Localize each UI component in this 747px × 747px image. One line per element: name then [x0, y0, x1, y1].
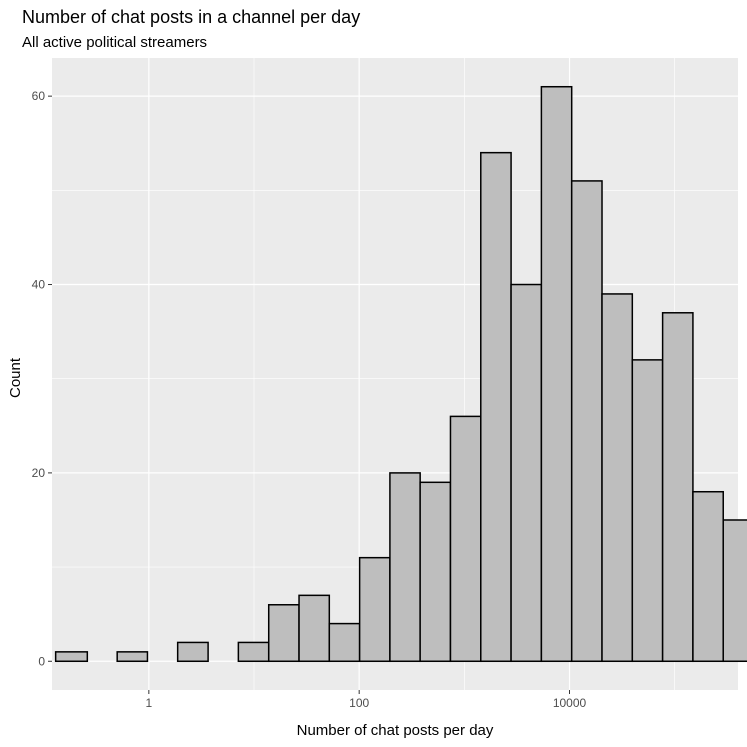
- histogram-bar: [237, 641, 270, 663]
- histogram-bar: [54, 651, 89, 663]
- histogram-bar: [328, 622, 361, 663]
- histogram-bar: [176, 641, 209, 663]
- histogram-bar: [692, 490, 724, 663]
- histogram-bar: [116, 651, 149, 663]
- x-tick-label: 10000: [553, 696, 587, 710]
- chart-subtitle: All active political streamers: [22, 34, 207, 51]
- x-tick-label: 100: [349, 696, 369, 710]
- histogram-bar: [358, 556, 391, 663]
- histogram-bar: [510, 283, 543, 663]
- x-axis: 1 100 10000: [145, 690, 587, 710]
- histogram-bar: [631, 359, 664, 663]
- histogram-bar: [298, 594, 331, 663]
- histogram-bar: [722, 519, 747, 663]
- histogram-bar: [419, 481, 452, 663]
- histogram-bar: [540, 85, 573, 663]
- histogram-bar: [601, 293, 634, 663]
- histogram-bar: [480, 151, 512, 663]
- histogram-bar: [449, 415, 482, 663]
- histogram-bar: [570, 180, 603, 663]
- histogram-bar: [267, 604, 300, 663]
- x-tick-label: 1: [145, 696, 152, 710]
- chart-title: Number of chat posts in a channel per da…: [22, 7, 360, 27]
- y-tick-label: 40: [32, 278, 46, 292]
- histogram-bar: [389, 472, 421, 663]
- y-tick-label: 60: [32, 89, 46, 103]
- histogram-bars: [54, 85, 747, 663]
- y-axis-title: Count: [7, 357, 24, 398]
- y-axis: 0 20 40 60: [32, 89, 52, 668]
- y-tick-label: 20: [32, 466, 46, 480]
- y-tick-label: 0: [38, 654, 45, 668]
- histogram-bar: [661, 312, 694, 663]
- x-axis-title: Number of chat posts per day: [297, 722, 494, 739]
